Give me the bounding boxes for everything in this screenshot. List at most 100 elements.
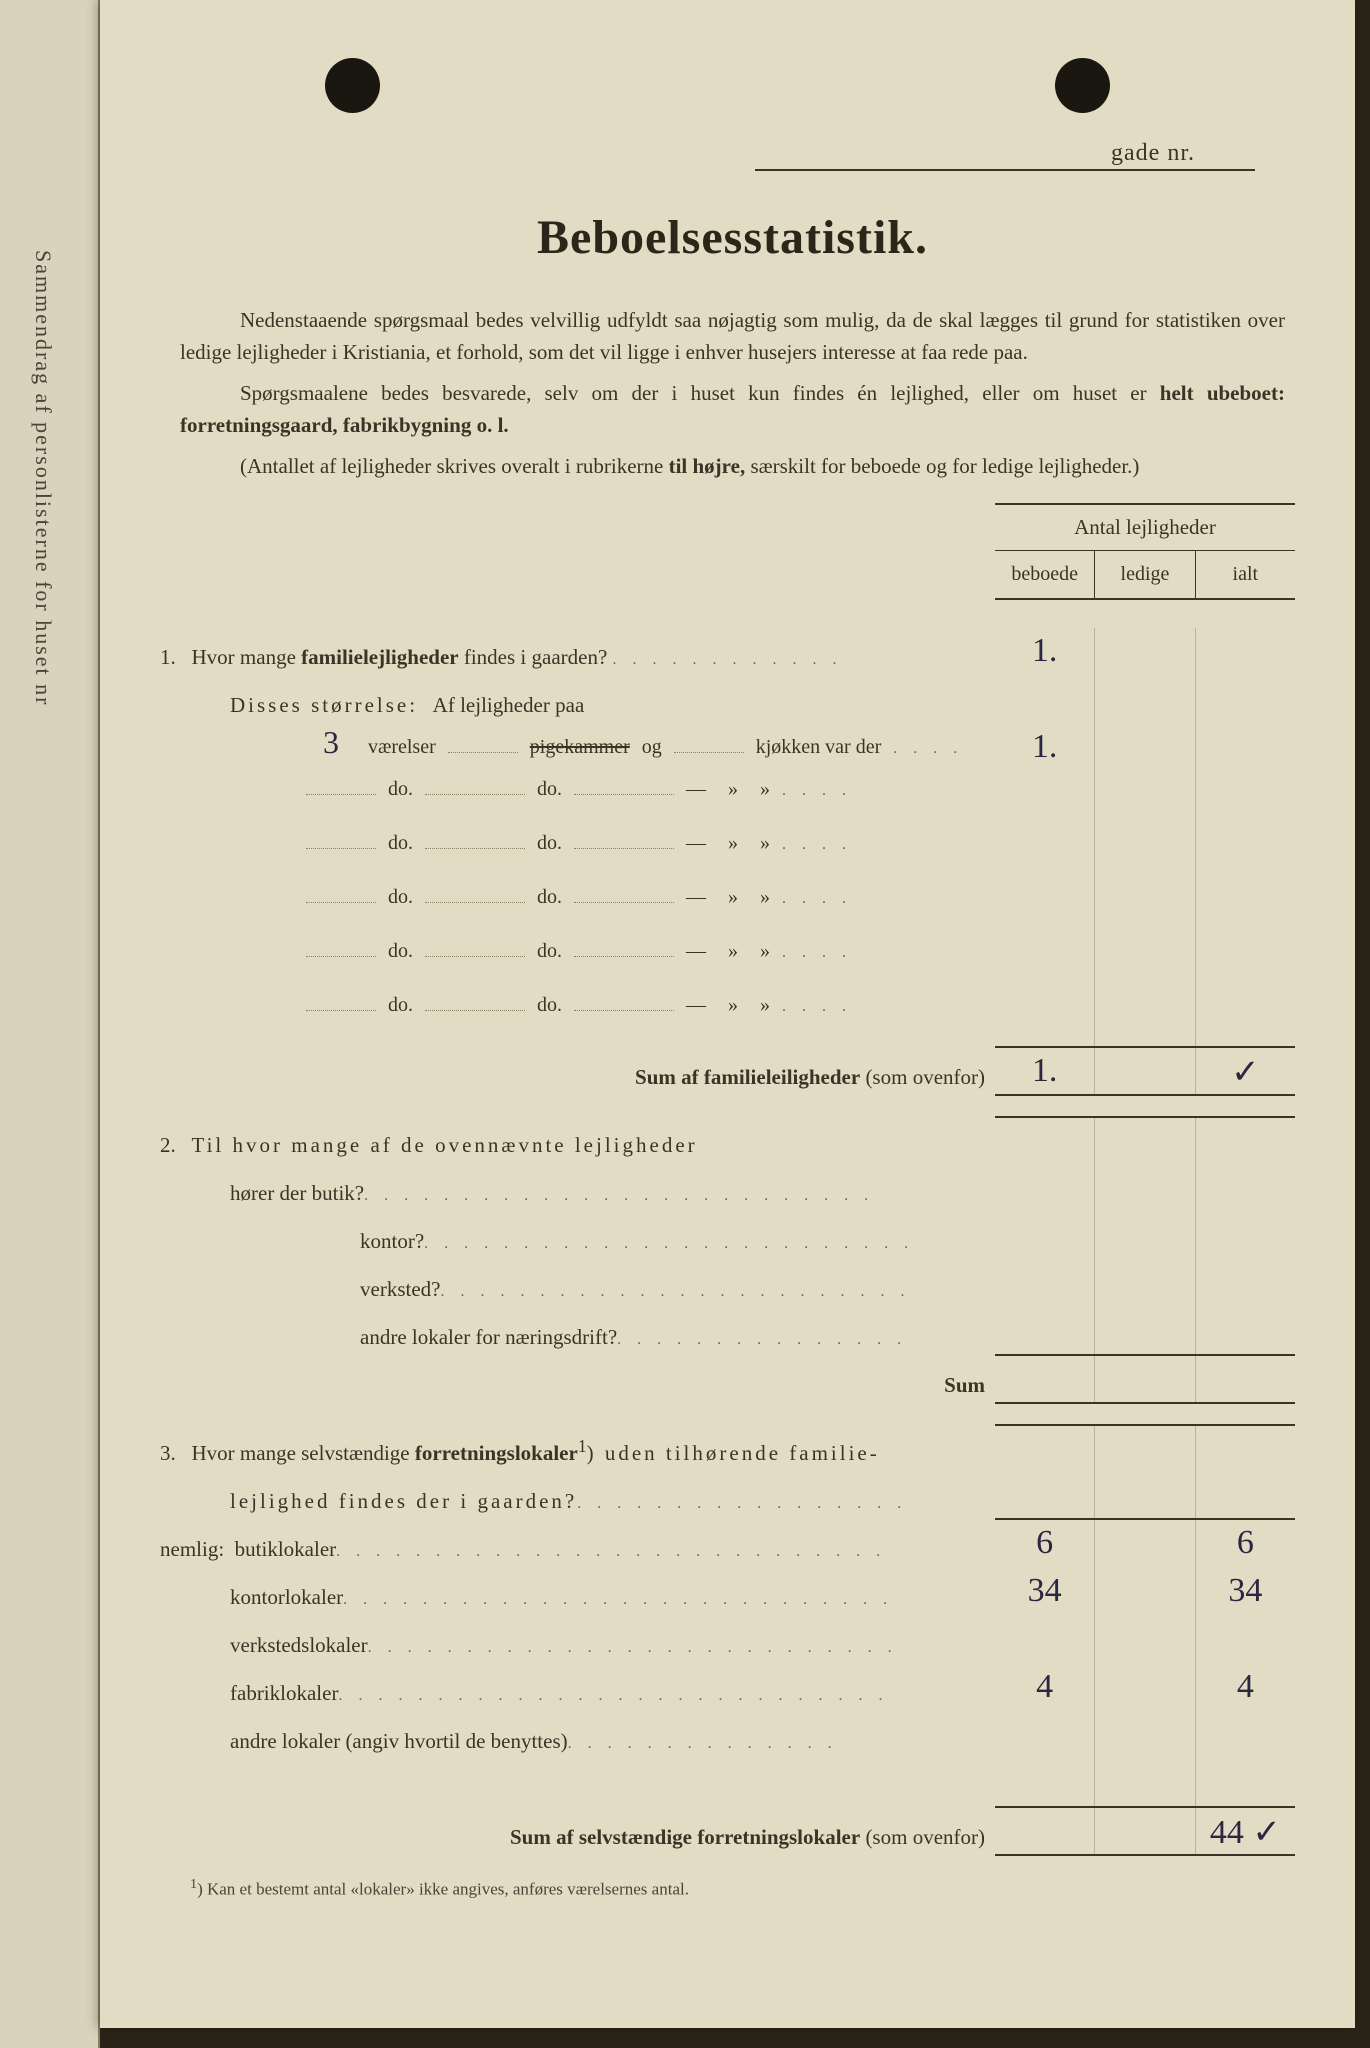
q1-sizes-header: Disses størrelse: Af lejligheder paa xyxy=(160,676,1305,724)
word: og xyxy=(642,736,662,759)
q-text: lejlighed findes der i gaarden? xyxy=(230,1489,577,1513)
q1-label: 1. Hvor mange familielejligheder findes … xyxy=(160,645,995,676)
cell-ialt: 44 ✓ xyxy=(1195,1808,1295,1854)
sum-label: Sum af familieleiligheder (som ovenfor) xyxy=(160,1065,995,1096)
sum-text: Sum xyxy=(944,1373,985,1397)
item: fabriklokaler xyxy=(230,1681,338,1705)
cell-ledige xyxy=(1094,724,1194,778)
cell-beboede: 1. xyxy=(995,724,1094,778)
q3-r5: andre lokaler (angiv hvortil de benyttes… xyxy=(160,1712,1305,1760)
street-number-field: gade nr. xyxy=(755,140,1255,171)
q3-row: 3. Hvor mange selvstændige forretningslo… xyxy=(160,1424,1305,1472)
q-text: hører der butik? xyxy=(230,1181,364,1205)
size-row-do: do. do. — » » . . . . xyxy=(160,778,1305,832)
item: kontorlokaler xyxy=(230,1585,343,1609)
q2-label: 2. Til hvor mange af de ovennævnte lejli… xyxy=(160,1133,995,1164)
sizes-text: Af lejligheder paa xyxy=(433,693,585,717)
punch-hole-icon xyxy=(325,58,380,113)
q3-line2: lejlighed findes der i gaarden?. . . . .… xyxy=(160,1472,1305,1520)
q3-r3: verkstedslokaler. . . . . . . . . . . . … xyxy=(160,1616,1305,1664)
cell-ialt: 34 xyxy=(1195,1568,1295,1616)
size-row-1: 3 værelser pigekammer og kjøkken var der… xyxy=(160,724,1305,778)
cell-beboede: 1. xyxy=(995,1048,1094,1094)
quote: » xyxy=(728,778,738,801)
size-line: 3 værelser pigekammer og kjøkken var der… xyxy=(160,724,995,778)
page: Sammendrag af personlisterne for huset n… xyxy=(0,0,1370,2048)
q-text: andre lokaler for næringsdrift? xyxy=(360,1325,617,1349)
word: værelser xyxy=(368,736,436,759)
empty-cells xyxy=(995,676,1295,724)
sizes-label: Disses størrelse: Af lejligheder paa xyxy=(160,693,995,724)
q-text: Hvor mange selvstændige xyxy=(192,1441,415,1465)
intro-para-3: (Antallet af lejligheder skrives overalt… xyxy=(180,451,1285,483)
q3-r4: fabriklokaler. . . . . . . . . . . . . .… xyxy=(160,1664,1305,1712)
q3-r1: nemlig: butiklokaler. . . . . . . . . . … xyxy=(160,1520,1305,1568)
word: kjøkken var der xyxy=(756,736,882,759)
intro-para-1: Nedenstaaende spørgsmaal bedes velvillig… xyxy=(180,305,1285,368)
struck-word: pigekammer xyxy=(530,736,630,759)
q1-cells: 1. xyxy=(995,628,1295,676)
sum-norm: (som ovenfor) xyxy=(860,1825,985,1849)
q-text: verksted? xyxy=(360,1277,440,1301)
table-header: Antal lejligheder beboede ledige ialt xyxy=(995,503,1295,600)
cell-ialt: 4 xyxy=(1195,1664,1295,1712)
size-row-do: do.do.— » ». . . . xyxy=(160,832,1305,886)
q3-sum-row: Sum af selvstændige forretningslokaler (… xyxy=(160,1808,1305,1856)
q2-sum-row: Sum xyxy=(160,1356,1305,1404)
left-margin-text: Sammendrag af personlisterne for huset n… xyxy=(30,250,56,707)
intro-text: (Antallet af lejligheder skrives overalt… xyxy=(240,454,669,478)
cell-ialt xyxy=(1195,628,1295,676)
street-label: gade nr. xyxy=(1111,140,1195,166)
handwritten-value: 3 xyxy=(306,724,356,761)
item: andre lokaler (angiv hvortil de benyttes… xyxy=(230,1729,568,1753)
q3-label: 3. Hvor mange selvstændige forretningslo… xyxy=(160,1436,995,1472)
header-title: Antal lejligheder xyxy=(995,505,1295,551)
do-text: do. xyxy=(388,778,413,801)
q2-line4: verksted?. . . . . . . . . . . . . . . .… xyxy=(160,1260,1305,1308)
cell-ialt: 6 xyxy=(1195,1520,1295,1568)
cell-beboede: 1. xyxy=(995,628,1094,676)
sizes-text: Disses størrelse: xyxy=(230,693,418,717)
cell-beboede: 34 xyxy=(995,1568,1094,1616)
quote: » xyxy=(760,778,770,801)
header-columns: beboede ledige ialt xyxy=(995,551,1295,598)
sum-norm: (som ovenfor) xyxy=(860,1065,985,1089)
q1-sum-row: Sum af familieleiligheder (som ovenfor) … xyxy=(160,1048,1305,1096)
q2-row: 2. Til hvor mange af de ovennævnte lejli… xyxy=(160,1116,1305,1164)
q-bold: forretningslokaler xyxy=(415,1441,578,1465)
q-bold: familielejligheder xyxy=(301,645,458,669)
intro-text: særskilt for beboede og for ledige lejli… xyxy=(745,454,1139,478)
cell-beboede: 6 xyxy=(995,1520,1094,1568)
nemlig: nemlig: xyxy=(160,1537,224,1561)
item: verkstedslokaler xyxy=(230,1633,368,1657)
sum-label: Sum af selvstændige forretningslokaler (… xyxy=(160,1825,995,1856)
col-ialt: ialt xyxy=(1196,551,1295,598)
q2-line5: andre lokaler for næringsdrift?. . . . .… xyxy=(160,1308,1305,1356)
size-row-do: do.do.— » ». . . . xyxy=(160,994,1305,1048)
intro-bold: til højre, xyxy=(669,454,746,478)
footnote-text: ) Kan et bestemt antal «lokaler» ikke an… xyxy=(197,1879,689,1898)
footnote-ref: 1 xyxy=(578,1436,587,1456)
intro-para-2: Spørgsmaalene bedes besvarede, selv om d… xyxy=(180,378,1285,441)
col-beboede: beboede xyxy=(995,551,1094,598)
item: butiklokaler xyxy=(235,1537,336,1561)
q-text: Til hvor mange af de ovennævnte lejlighe… xyxy=(192,1133,698,1157)
q-text: Hvor mange xyxy=(192,645,302,669)
sum-label: Sum xyxy=(160,1373,995,1404)
q3-r2: kontorlokaler. . . . . . . . . . . . . .… xyxy=(160,1568,1305,1616)
page-title: Beboelsesstatistik. xyxy=(160,210,1305,265)
q2-line3: kontor?. . . . . . . . . . . . . . . . .… xyxy=(160,1212,1305,1260)
size-row-do: do.do.— » ». . . . xyxy=(160,940,1305,994)
content-rows: 1. Hvor mange familielejligheder findes … xyxy=(160,503,1305,1856)
q-number: 2. xyxy=(160,1133,176,1157)
q-text: kontor? xyxy=(360,1229,424,1253)
sum-bold: Sum af familieleiligheder xyxy=(635,1065,860,1089)
size-cells: 1. xyxy=(995,724,1295,778)
questions-table: Antal lejligheder beboede ledige ialt 1.… xyxy=(160,503,1305,1856)
q-number: 3. xyxy=(160,1441,176,1465)
cell-ledige xyxy=(1094,1048,1194,1094)
dash: — xyxy=(686,778,706,801)
document-sheet: gade nr. Beboelsesstatistik. Nedenstaaen… xyxy=(100,0,1355,2028)
col-ledige: ledige xyxy=(1094,551,1195,598)
intro-text: Spørgsmaalene bedes besvarede, selv om d… xyxy=(240,381,1160,405)
